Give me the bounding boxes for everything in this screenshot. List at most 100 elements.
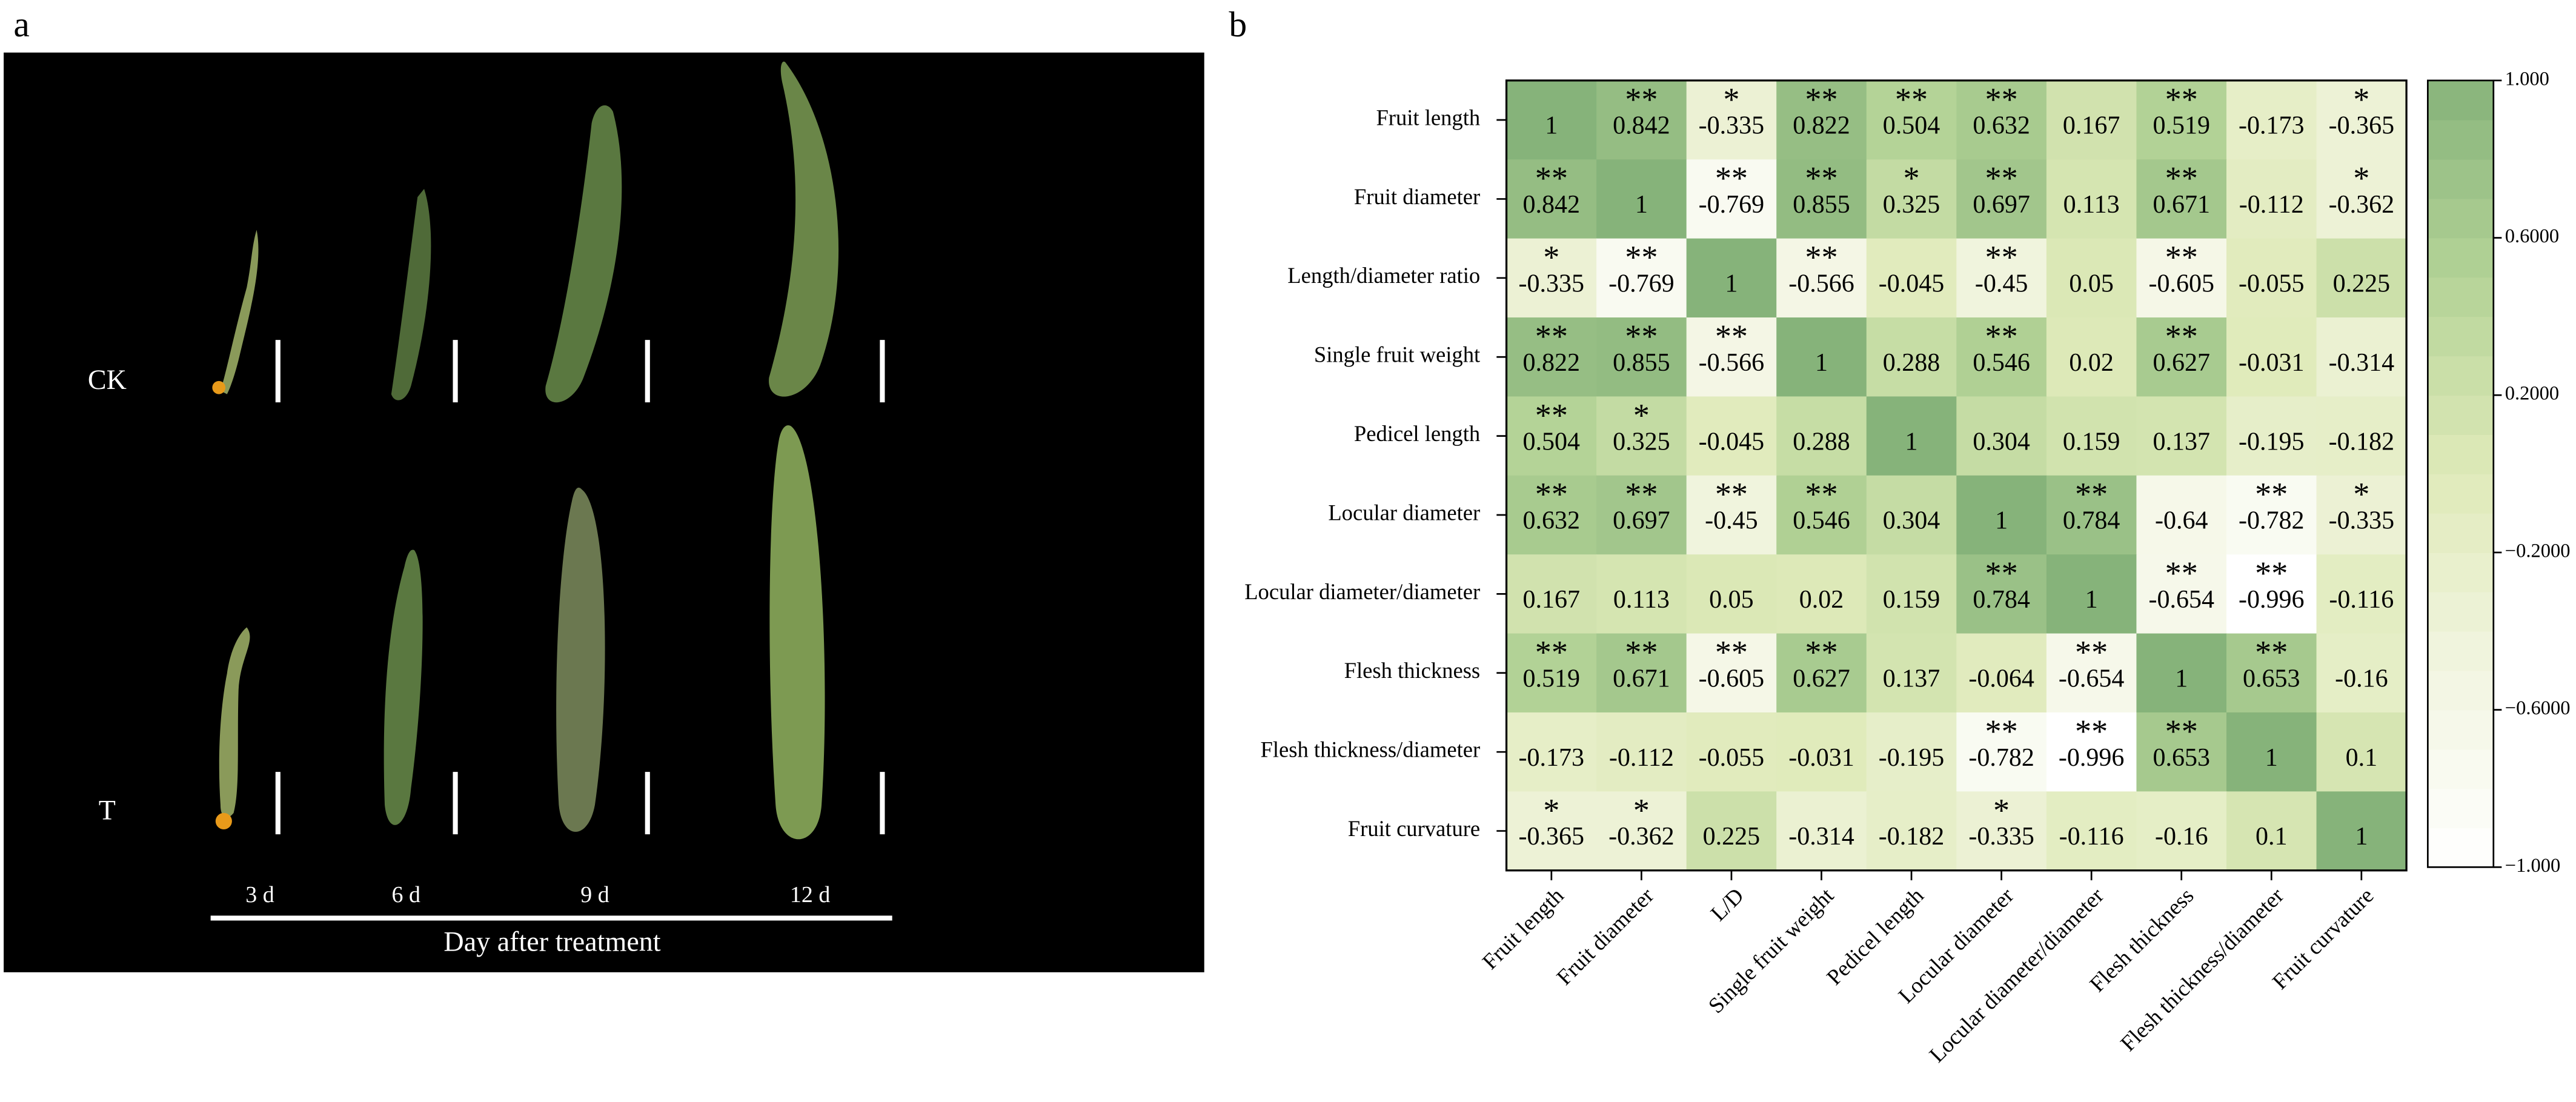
heat-cell bbox=[1596, 80, 1687, 161]
colorbar-tick-label: −0.2000 bbox=[2505, 540, 2571, 562]
heat-cell bbox=[1596, 159, 1687, 239]
cell-value: -0.605 bbox=[1699, 665, 1765, 692]
significance-mark: ** bbox=[1805, 81, 1837, 118]
heat-cell bbox=[2046, 238, 2137, 318]
significance-mark: ** bbox=[1715, 160, 1748, 196]
cell-value: -0.182 bbox=[1879, 823, 1945, 851]
significance-mark: ** bbox=[1535, 634, 1568, 671]
cell-value: -0.996 bbox=[2059, 744, 2125, 772]
cell-value: -0.195 bbox=[1879, 744, 1945, 772]
cell-value: 0.546 bbox=[1793, 507, 1850, 535]
cell-value: 0.504 bbox=[1883, 112, 1940, 140]
heat-cell bbox=[1686, 791, 1778, 871]
cell-value: -0.16 bbox=[2155, 823, 2208, 851]
heat-cell bbox=[2046, 633, 2137, 713]
heat-cell bbox=[2046, 80, 2137, 161]
heat-cell bbox=[1956, 554, 2047, 634]
heat-cell bbox=[2316, 396, 2407, 476]
significance-mark: ** bbox=[2165, 555, 2198, 591]
heat-cell bbox=[1776, 475, 1867, 556]
cell-value: -0.45 bbox=[1975, 270, 2028, 297]
cell-value: 0.546 bbox=[1973, 349, 2030, 377]
significance-mark: ** bbox=[1625, 239, 1658, 276]
heat-cell bbox=[2136, 396, 2227, 476]
cell-value: 0.842 bbox=[1613, 112, 1670, 140]
significance-mark: * bbox=[1723, 81, 1739, 118]
cell-value: -0.64 bbox=[2155, 507, 2208, 535]
heat-cell bbox=[2316, 238, 2407, 318]
heat-cell bbox=[1596, 317, 1687, 397]
heat-cell bbox=[2136, 238, 2227, 318]
significance-mark: ** bbox=[2075, 713, 2108, 749]
cell-value: 0.855 bbox=[1613, 349, 1670, 377]
cell-value: 0.822 bbox=[1523, 349, 1581, 377]
cell-value: 1 bbox=[1815, 349, 1828, 377]
significance-mark: ** bbox=[2165, 81, 2198, 118]
cell-value: -0.064 bbox=[1968, 665, 2034, 692]
colorbar-tick-label: −1.000 bbox=[2505, 855, 2561, 877]
heat-cell bbox=[1866, 317, 1957, 397]
heat-cell bbox=[2316, 712, 2407, 792]
cell-value: -0.335 bbox=[2329, 507, 2395, 535]
cell-value: -0.996 bbox=[2239, 586, 2305, 614]
heat-cell bbox=[1776, 712, 1867, 792]
cell-value: -0.116 bbox=[2329, 586, 2394, 614]
colorbar-step bbox=[2428, 80, 2494, 121]
colorbar-tick-label: 0.2000 bbox=[2505, 383, 2559, 405]
colorbar-step bbox=[2428, 709, 2494, 750]
cell-value: -0.566 bbox=[1788, 270, 1854, 297]
heat-cell bbox=[1776, 80, 1867, 161]
cell-value: 0.632 bbox=[1523, 507, 1581, 535]
heat-cell bbox=[2136, 80, 2227, 161]
colorbar-step bbox=[2428, 277, 2494, 317]
cell-value: -0.365 bbox=[1519, 823, 1585, 851]
heat-cell bbox=[1956, 791, 2047, 871]
heat-cell bbox=[1506, 159, 1597, 239]
heat-cell bbox=[1506, 791, 1597, 871]
heat-cell bbox=[2226, 317, 2317, 397]
heat-cell bbox=[1686, 554, 1778, 634]
cucumber bbox=[556, 487, 605, 832]
colorbar-step bbox=[2428, 119, 2494, 160]
heat-cell bbox=[2226, 396, 2317, 476]
cell-value: -0.16 bbox=[2335, 665, 2388, 692]
significance-mark: ** bbox=[1535, 318, 1568, 354]
cell-value: 0.113 bbox=[2063, 191, 2120, 219]
heat-cell bbox=[1866, 396, 1957, 476]
colorbar-step bbox=[2428, 434, 2494, 474]
cucumber bbox=[219, 627, 250, 818]
heat-cell bbox=[1776, 554, 1867, 634]
colorbar-step bbox=[2428, 828, 2494, 868]
cucumber bbox=[769, 61, 839, 397]
cell-value: -0.335 bbox=[1519, 270, 1585, 297]
cell-value: 0.627 bbox=[1793, 665, 1850, 692]
heat-cell bbox=[1776, 396, 1867, 476]
y-tick-label: Flesh thickness/diameter bbox=[1261, 737, 1481, 762]
day-label: 3 d bbox=[245, 882, 274, 908]
cell-value: 1 bbox=[1995, 507, 2008, 535]
cell-value: 0.02 bbox=[1799, 586, 1844, 614]
cell-value: -0.335 bbox=[1968, 823, 2034, 851]
cell-value: -0.173 bbox=[2239, 112, 2305, 140]
cell-value: 0.113 bbox=[1613, 586, 1670, 614]
heat-cell bbox=[2316, 554, 2407, 634]
heat-cell bbox=[2136, 633, 2227, 713]
significance-mark: * bbox=[1903, 160, 1919, 196]
significance-mark: ** bbox=[1625, 318, 1658, 354]
significance-mark: ** bbox=[2255, 476, 2288, 513]
significance-mark: * bbox=[1543, 792, 1559, 828]
significance-mark: ** bbox=[1625, 634, 1658, 671]
heat-cell bbox=[2136, 712, 2227, 792]
cell-value: 0.288 bbox=[1883, 349, 1940, 377]
cell-value: -0.112 bbox=[1609, 744, 1674, 772]
day-label: 12 d bbox=[790, 882, 830, 908]
significance-mark: ** bbox=[2075, 476, 2108, 513]
cell-value: -0.045 bbox=[1879, 270, 1945, 297]
heat-cell bbox=[1686, 80, 1778, 161]
cell-value: 1 bbox=[2355, 823, 2368, 851]
significance-mark: ** bbox=[1625, 81, 1658, 118]
heat-cell bbox=[2136, 317, 2227, 397]
heat-cell bbox=[2316, 633, 2407, 713]
